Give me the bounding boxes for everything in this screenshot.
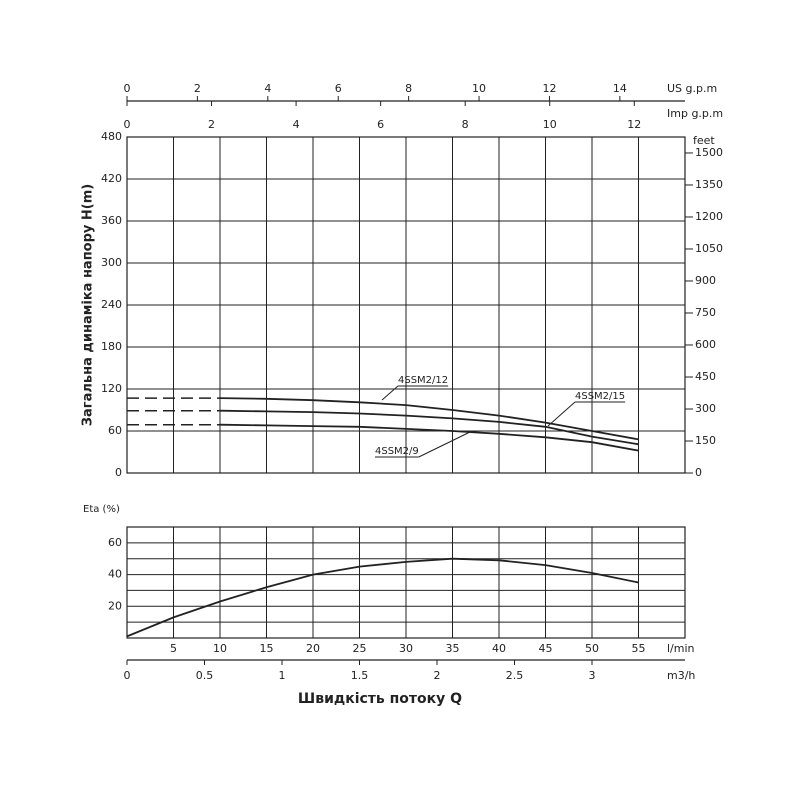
top-tick-label: 14 bbox=[613, 82, 627, 95]
x2-tick-label: 0 bbox=[124, 669, 131, 682]
x2-label: m3/h bbox=[667, 669, 695, 682]
series-line bbox=[219, 397, 639, 441]
y-label: Eta (%) bbox=[83, 504, 120, 515]
y2-tick-label: 300 bbox=[695, 402, 716, 415]
x2-tick-label: 0.5 bbox=[196, 669, 214, 682]
x-tick-label: 50 bbox=[585, 642, 599, 655]
y2-tick-label: 1200 bbox=[695, 210, 723, 223]
series-line bbox=[219, 409, 639, 446]
x-tick-label: 10 bbox=[213, 642, 227, 655]
x2-tick-label: 2 bbox=[434, 669, 441, 682]
y-tick-label: 60 bbox=[108, 424, 122, 437]
x-title: Швидкість потоку Q bbox=[298, 691, 462, 707]
y-tick-label: 360 bbox=[101, 214, 122, 227]
x2-tick-label: 1.5 bbox=[351, 669, 369, 682]
label-leader bbox=[547, 401, 576, 427]
y2-tick-label: 150 bbox=[695, 434, 716, 447]
y-tick-label: 40 bbox=[108, 568, 122, 581]
x-tick-label: 40 bbox=[492, 642, 506, 655]
x-tick-label: 45 bbox=[539, 642, 553, 655]
y-label: Загальна динаміка напору H(m) bbox=[81, 184, 96, 426]
top-tick-label: 0 bbox=[124, 118, 131, 131]
series-label: 4SSM2/15 bbox=[575, 391, 625, 402]
top-tick-label: 4 bbox=[293, 118, 300, 131]
y-tick-label: 180 bbox=[101, 340, 122, 353]
top-tick-label: 6 bbox=[377, 118, 384, 131]
x2-tick-label: 2.5 bbox=[506, 669, 524, 682]
series-line bbox=[126, 557, 639, 638]
y-tick-label: 20 bbox=[108, 599, 122, 612]
label-leader bbox=[418, 431, 471, 458]
top-tick-label: 6 bbox=[335, 82, 342, 95]
x-tick-label: 25 bbox=[353, 642, 367, 655]
y2-tick-label: 750 bbox=[695, 306, 716, 319]
x-tick-label: 30 bbox=[399, 642, 413, 655]
y2-tick-label: 1050 bbox=[695, 242, 723, 255]
label-leader bbox=[381, 385, 399, 401]
top-tick-label: 12 bbox=[627, 118, 641, 131]
y2-tick-label: 900 bbox=[695, 274, 716, 287]
series-label: 4SSM2/9 bbox=[375, 446, 419, 457]
y2-label: feet bbox=[693, 134, 715, 147]
top-tick-label: 10 bbox=[472, 82, 486, 95]
y-tick-label: 300 bbox=[101, 256, 122, 269]
top-tick-label: 2 bbox=[194, 82, 201, 95]
x-tick-label: 15 bbox=[260, 642, 274, 655]
y2-tick-label: 450 bbox=[695, 370, 716, 383]
x2-tick-label: 1 bbox=[279, 669, 286, 682]
series-line bbox=[219, 423, 639, 452]
top-tick-label: 4 bbox=[264, 82, 271, 95]
y-tick-label: 420 bbox=[101, 172, 122, 185]
y-tick-label: 480 bbox=[101, 130, 122, 143]
top-axis-label: Imp g.p.m bbox=[667, 107, 723, 120]
y2-tick-label: 0 bbox=[695, 466, 702, 479]
top-tick-label: 10 bbox=[543, 118, 557, 131]
top-tick-label: 2 bbox=[208, 118, 215, 131]
x-tick-label: 35 bbox=[446, 642, 460, 655]
x2-tick-label: 3 bbox=[589, 669, 596, 682]
top-tick-label: 0 bbox=[124, 82, 131, 95]
y2-tick-label: 1500 bbox=[695, 146, 723, 159]
y-tick-label: 120 bbox=[101, 382, 122, 395]
x-tick-label: 5 bbox=[170, 642, 177, 655]
y2-tick-label: 600 bbox=[695, 338, 716, 351]
x-label: l/min bbox=[667, 642, 695, 655]
y-tick-label: 240 bbox=[101, 298, 122, 311]
top-tick-label: 12 bbox=[542, 82, 556, 95]
x-tick-label: 20 bbox=[306, 642, 320, 655]
top-axis-label: US g.p.m bbox=[667, 82, 717, 95]
series-label: 4SSM2/12 bbox=[398, 375, 448, 386]
y-tick-label: 60 bbox=[108, 536, 122, 549]
y2-tick-label: 1350 bbox=[695, 178, 723, 191]
top-tick-label: 8 bbox=[405, 82, 412, 95]
x-tick-label: 55 bbox=[632, 642, 646, 655]
top-tick-label: 8 bbox=[462, 118, 469, 131]
y-tick-label: 0 bbox=[115, 466, 122, 479]
